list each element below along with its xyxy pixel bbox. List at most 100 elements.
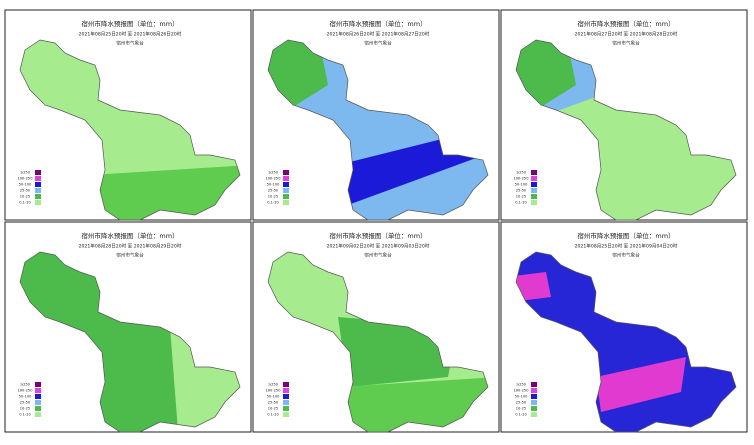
legend-swatch: [531, 400, 537, 405]
legend-swatch: [283, 388, 289, 393]
map-outline: [515, 251, 737, 433]
legend-swatch: [35, 200, 41, 205]
legend-swatch: [35, 188, 41, 193]
legend-label: 50-100: [19, 395, 32, 399]
panel-period: 2021年08月27日20时 至 2021年08月28日20时: [575, 31, 678, 38]
legend-swatch: [531, 182, 537, 187]
legend-swatch: [531, 394, 537, 399]
legend-swatch: [283, 188, 289, 193]
legend-label: 10-25: [268, 407, 278, 411]
legend-swatch: [531, 200, 537, 205]
map-region: [19, 39, 241, 221]
panel-title: 宿州市降水预报图（单位：mm）: [329, 19, 426, 28]
map-panel: 宿州市降水预报图（单位：mm） 2021年08月25日20时 至 2021年09月…: [500, 221, 748, 433]
panel-title: 宿州市降水预报图（单位：mm）: [577, 231, 674, 240]
panel-issuer: 宿州市气象台: [116, 252, 144, 259]
legend-swatch: [531, 412, 537, 417]
map-outline: [267, 251, 489, 433]
legend-label: 25-50: [20, 189, 31, 193]
legend-swatch: [283, 176, 289, 181]
legend-label: 25-50: [20, 401, 31, 405]
panel-period: 2021年08月28日20时 至 2021年08月29日20时: [79, 243, 182, 250]
legend-swatch: [531, 176, 537, 181]
map-panel: 宿州市降水预报图（单位：mm） 2021年08月25日20时 至 2021年08月…: [4, 9, 252, 221]
legend-label: 50-100: [267, 395, 280, 399]
legend-swatch: [35, 182, 41, 187]
legend-label: 10-25: [20, 195, 30, 199]
legend-label: 0.1-10: [19, 413, 31, 417]
rain-zone: [338, 377, 488, 432]
panel-title: 宿州市降水预报图（单位：mm）: [577, 19, 674, 28]
panel-title: 宿州市降水预报图（单位：mm）: [329, 231, 426, 240]
panel-issuer: 宿州市气象台: [364, 40, 392, 47]
map-zones: [90, 165, 240, 220]
legend-label: 25-50: [268, 189, 279, 193]
legend-swatch: [35, 382, 41, 387]
legend-swatch: [283, 382, 289, 387]
map-panel: 宿州市降水预报图（单位：mm） 2021年08月26日20时 至 2021年08月…: [252, 9, 500, 221]
legend-label: 50-100: [267, 183, 280, 187]
legend-swatch: [35, 412, 41, 417]
panel-title: 宿州市降水预报图（单位：mm）: [81, 231, 178, 240]
legend-label: 0.1-10: [267, 413, 279, 417]
legend-label: 10-25: [516, 195, 526, 199]
legend-swatch: [35, 176, 41, 181]
legend-swatch: [283, 200, 289, 205]
legend-label: 50-100: [515, 395, 528, 399]
legend-label: 100-250: [265, 177, 281, 181]
rain-zone: [596, 357, 686, 412]
rain-zone: [90, 165, 240, 220]
map-panel: 宿州市降水预报图（单位：mm） 2021年08月28日20时 至 2021年08月…: [4, 221, 252, 433]
map-outline: [267, 39, 489, 221]
panel-issuer: 宿州市气象台: [116, 40, 144, 47]
legend-swatch: [531, 194, 537, 199]
panel-title: 宿州市降水预报图（单位：mm）: [81, 19, 178, 28]
legend-swatch: [35, 388, 41, 393]
legend-swatch: [283, 412, 289, 417]
legend-label: 100-250: [265, 389, 281, 393]
legend-swatch: [531, 382, 537, 387]
map-region: [515, 39, 737, 221]
panel-period: 2021年08月25日20时 至 2021年09月04日20时: [575, 243, 678, 250]
panel-period: 2021年08月26日20时 至 2021年08月27日20时: [327, 31, 430, 38]
legend-label: 0.1-10: [515, 201, 527, 205]
legend-swatch: [283, 194, 289, 199]
map-outline: [19, 39, 241, 221]
legend-label: ≥250: [268, 383, 279, 387]
legend-label: 10-25: [20, 407, 30, 411]
legend-swatch: [531, 170, 537, 175]
map-outline: [515, 39, 737, 221]
legend-label: 50-100: [515, 183, 528, 187]
legend-label: 10-25: [268, 195, 278, 199]
legend-swatch: [35, 194, 41, 199]
legend-label: 25-50: [516, 189, 527, 193]
panel-period: 2021年09月02日20时 至 2021年09月03日20时: [327, 243, 430, 250]
map-panel: 宿州市降水预报图（单位：mm） 2021年09月02日20时 至 2021年09月…: [252, 221, 500, 433]
legend-label: ≥250: [268, 171, 279, 175]
legend-label: 10-25: [516, 407, 526, 411]
legend-swatch: [531, 188, 537, 193]
legend-label: ≥250: [20, 383, 31, 387]
legend-label: 50-100: [19, 183, 32, 187]
legend-swatch: [283, 182, 289, 187]
legend-swatch: [35, 406, 41, 411]
legend-label: 0.1-10: [19, 201, 31, 205]
legend-label: 25-50: [516, 401, 527, 405]
legend-swatch: [35, 170, 41, 175]
legend-swatch: [35, 400, 41, 405]
map-outline: [19, 251, 241, 433]
legend-label: 100-250: [513, 177, 529, 181]
panel-issuer: 宿州市气象台: [364, 252, 392, 259]
legend-label: ≥250: [20, 171, 31, 175]
legend-label: 100-250: [513, 389, 529, 393]
map-panel: 宿州市降水预报图（单位：mm） 2021年08月27日20时 至 2021年08月…: [500, 9, 748, 221]
legend-label: ≥250: [516, 171, 527, 175]
legend-swatch: [531, 406, 537, 411]
legend-label: 0.1-10: [267, 201, 279, 205]
legend-label: 25-50: [268, 401, 279, 405]
legend-swatch: [283, 394, 289, 399]
legend-label: 0.1-10: [515, 413, 527, 417]
legend-swatch: [283, 400, 289, 405]
legend-swatch: [283, 406, 289, 411]
legend-swatch: [531, 388, 537, 393]
